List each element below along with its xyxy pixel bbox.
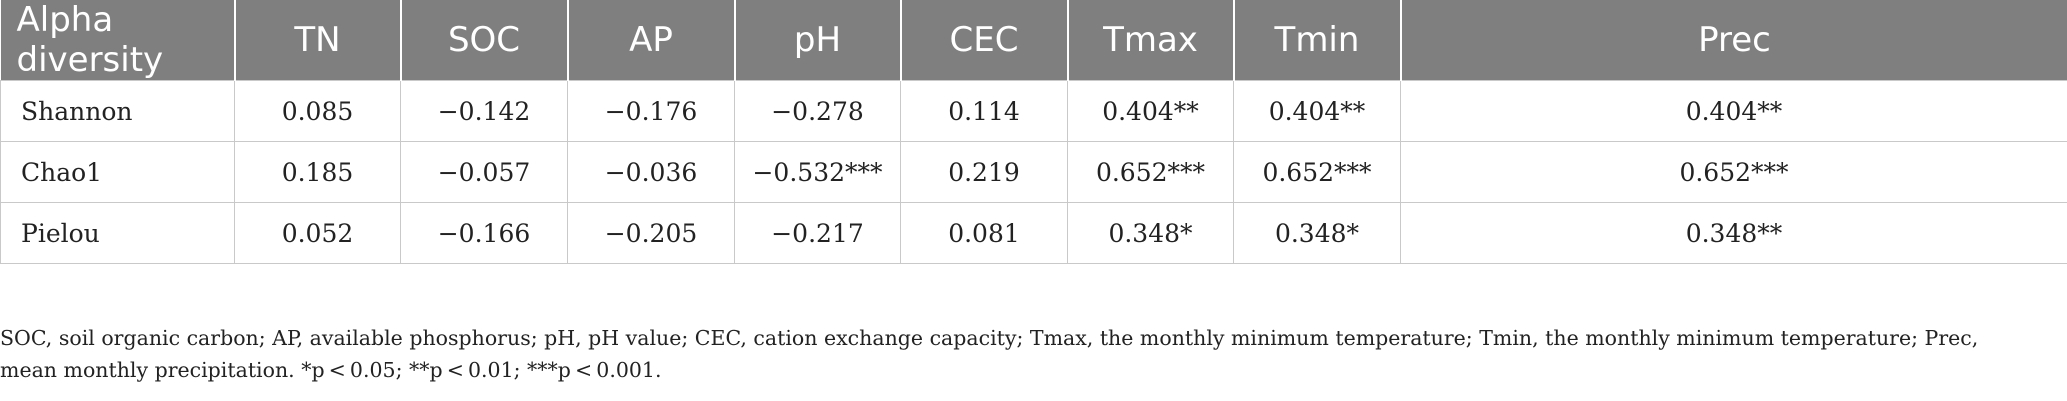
table-cell: −0.036 (567, 141, 735, 203)
table-header: Alpha diversity TN SOC AP pH CEC Tmax Tm… (0, 0, 2067, 81)
table-cell: 0.114 (900, 80, 1068, 142)
table-cell: 0.348* (1233, 202, 1401, 264)
header-ap: AP (566, 0, 735, 81)
table-cell: 0.219 (900, 141, 1068, 203)
table-cell: 0.185 (234, 141, 401, 203)
table-footnote: SOC, soil organic carbon; AP, available … (0, 322, 2067, 386)
row-label: Pielou (0, 202, 235, 264)
table-cell: 0.081 (900, 202, 1068, 264)
header-alpha-diversity: Alpha diversity (0, 0, 235, 81)
table-row-pielou: Pielou 0.052 −0.166 −0.205 −0.217 0.081 … (0, 202, 2067, 264)
header-soc: SOC (399, 0, 568, 81)
row-label: Shannon (0, 80, 235, 142)
correlation-table-container: Alpha diversity TN SOC AP pH CEC Tmax Tm… (0, 0, 2067, 264)
table-body: Shannon 0.085 −0.142 −0.176 −0.278 0.114… (0, 80, 2067, 264)
table-cell: −0.532*** (734, 141, 901, 203)
header-ph: pH (733, 0, 901, 81)
table-cell: −0.176 (567, 80, 735, 142)
header-tn: TN (233, 0, 401, 81)
header-row: Alpha diversity TN SOC AP pH CEC Tmax Tm… (0, 0, 2067, 81)
table-cell: −0.217 (734, 202, 901, 264)
header-tmax: Tmax (1066, 0, 1234, 81)
table-cell: 0.652*** (1400, 141, 2067, 203)
table-cell: 0.052 (234, 202, 401, 264)
header-tmin: Tmin (1232, 0, 1401, 81)
table-row-shannon: Shannon 0.085 −0.142 −0.176 −0.278 0.114… (0, 80, 2067, 142)
table-cell: −0.205 (567, 202, 735, 264)
table-cell: −0.142 (400, 80, 568, 142)
footnote-line-2: mean monthly precipitation. *p < 0.05; *… (0, 358, 662, 382)
table-cell: 0.652*** (1067, 141, 1234, 203)
table-cell: −0.057 (400, 141, 568, 203)
table-cell: 0.404** (1400, 80, 2067, 142)
table-cell: 0.348* (1067, 202, 1234, 264)
header-prec: Prec (1399, 0, 2067, 81)
footnote-line-1: SOC, soil organic carbon; AP, available … (0, 326, 1979, 350)
table-cell: 0.652*** (1233, 141, 1401, 203)
table-cell: 0.404** (1233, 80, 1401, 142)
row-label: Chao1 (0, 141, 235, 203)
header-cec: CEC (899, 0, 1068, 81)
correlation-table: Alpha diversity TN SOC AP pH CEC Tmax Tm… (0, 0, 2067, 264)
table-cell: 0.404** (1067, 80, 1234, 142)
table-cell: −0.166 (400, 202, 568, 264)
table-row-chao1: Chao1 0.185 −0.057 −0.036 −0.532*** 0.21… (0, 141, 2067, 203)
table-cell: −0.278 (734, 80, 901, 142)
table-cell: 0.348** (1400, 202, 2067, 264)
table-cell: 0.085 (234, 80, 401, 142)
